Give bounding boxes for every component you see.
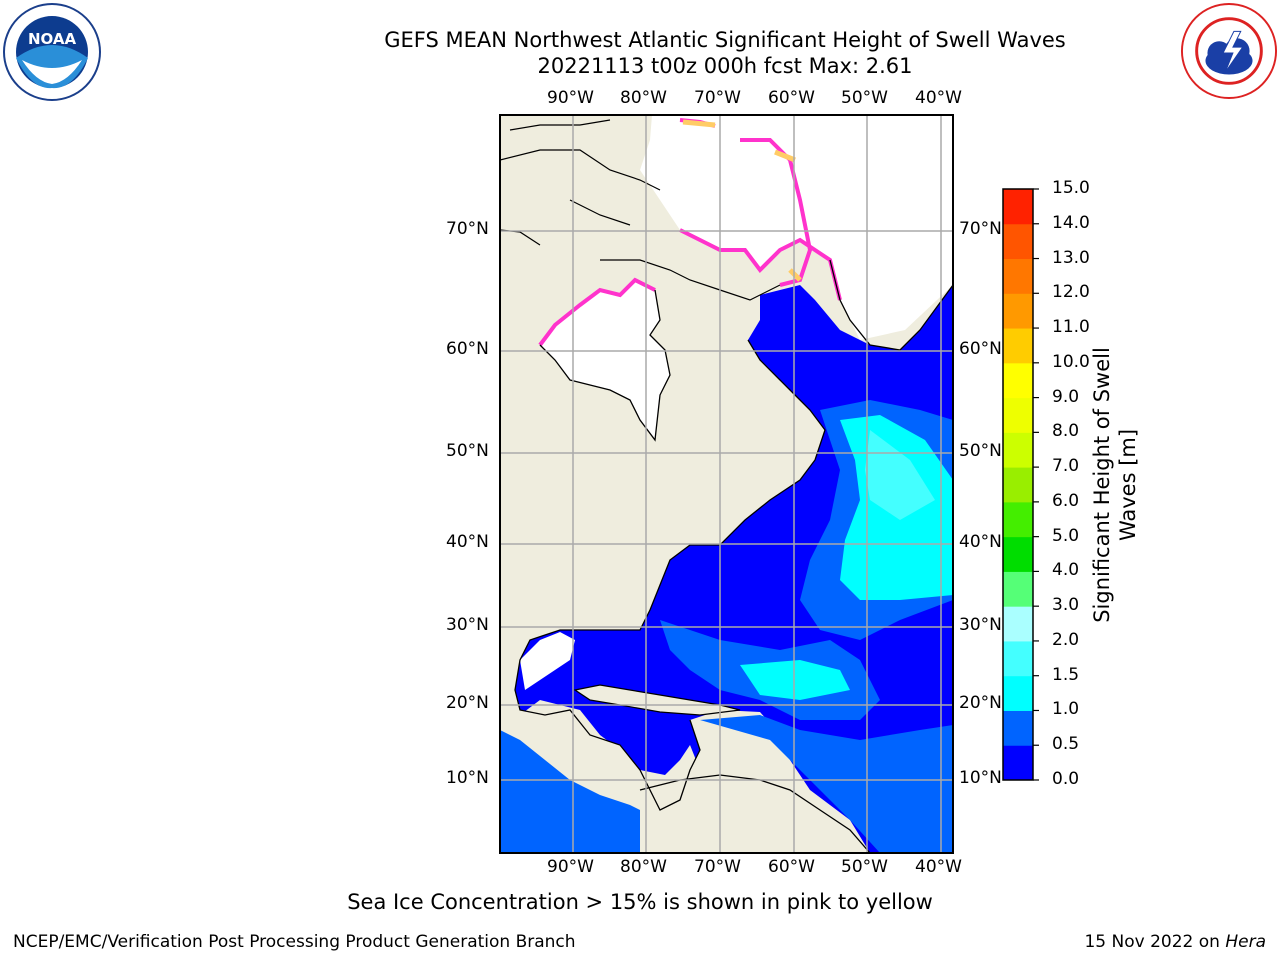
coastline-greenland <box>829 259 953 351</box>
colorbar-tick-label: 9.0 <box>1052 386 1080 407</box>
noaa-logo: NOAA <box>3 3 101 101</box>
colorbar-tick-label: 7.0 <box>1052 456 1080 477</box>
noaa-logo-text: NOAA <box>28 30 77 48</box>
arctic-ice <box>640 115 953 340</box>
lat-label-left-60n: 60°N <box>446 339 489 359</box>
chart-subtitle: 20221113 t00z 000h fcst Max: 2.61 <box>537 54 913 78</box>
colorbar <box>1003 188 1039 781</box>
lat-label-right-70n: 70°N <box>959 219 1002 239</box>
colorbar-title-line1: Significant Height of Swell <box>1090 347 1114 623</box>
lon-label-top-80w: 80°W <box>620 88 667 108</box>
map-area <box>500 115 953 853</box>
lon-label-top-50w: 50°W <box>841 88 888 108</box>
colorbar-tick-label: 2.0 <box>1052 629 1080 650</box>
footer-credit: NCEP/EMC/Verification Post Processing Pr… <box>13 932 576 952</box>
colorbar-tick-label: 1.5 <box>1052 664 1080 685</box>
lat-label-left-50n: 50°N <box>446 441 489 461</box>
colorbar-segment <box>1003 362 1033 399</box>
colorbar-segment <box>1003 293 1033 329</box>
colorbar-tick-label: 10.0 <box>1052 351 1090 372</box>
lat-label-left-40n: 40°N <box>446 532 489 552</box>
lat-label-right-40n: 40°N <box>959 532 1002 552</box>
colorbar-segment <box>1003 467 1033 503</box>
central-america <box>520 700 700 800</box>
lon-label-bottom-80w: 80°W <box>620 857 667 877</box>
colorbar-segment <box>1003 710 1033 746</box>
colorbar-tick-label: 8.0 <box>1052 421 1080 442</box>
lon-label-top-90w: 90°W <box>547 88 594 108</box>
caribbean-land <box>575 685 740 715</box>
colorbar-segment <box>1003 606 1033 642</box>
ice-caption: Sea Ice Concentration > 15% is shown in … <box>347 890 933 914</box>
map-gridlines <box>500 115 953 853</box>
colorbar-title-line2: Waves [m] <box>1116 428 1140 542</box>
colorbar-tick-label: 4.0 <box>1052 560 1080 581</box>
footer-date: 15 Nov 2022 on Hera <box>1084 932 1266 952</box>
lat-label-right-60n: 60°N <box>959 339 1002 359</box>
colorbar-tick-label: 1.0 <box>1052 699 1080 720</box>
colorbar-segment <box>1003 223 1033 260</box>
colorbar-segment <box>1003 675 1033 711</box>
swell-band-south <box>700 715 953 853</box>
sea-ice-yellow <box>682 119 802 282</box>
colorbar-segment <box>1003 397 1033 433</box>
colorbar-tick-label: 13.0 <box>1052 247 1090 268</box>
lon-label-bottom-70w: 70°W <box>694 857 741 877</box>
colorbar-tick-label: 0.0 <box>1052 769 1080 789</box>
lat-label-right-50n: 50°N <box>959 441 1002 461</box>
colorbar-segment <box>1003 432 1033 468</box>
sea-ice-edge <box>538 118 842 347</box>
lon-label-bottom-60w: 60°W <box>768 857 815 877</box>
footer-date-text: 15 Nov 2022 on <box>1084 932 1226 952</box>
colorbar-tick-label: 3.0 <box>1052 595 1080 616</box>
pacific <box>500 730 670 853</box>
lat-label-right-10n: 10°N <box>959 768 1002 788</box>
lat-label-left-10n: 10°N <box>446 768 489 788</box>
colorbar-segment <box>1003 571 1033 607</box>
lon-label-bottom-50w: 50°W <box>841 857 888 877</box>
colorbar-title: Significant Height of Swell Waves [m] <box>1089 347 1141 623</box>
lat-label-right-20n: 20°N <box>959 693 1002 713</box>
colorbar-segment <box>1003 640 1033 677</box>
coastline-arctic-islands <box>500 119 781 301</box>
gulf-patch <box>520 632 575 690</box>
coastline-south-america <box>639 774 871 853</box>
lat-label-left-70n: 70°N <box>446 219 489 239</box>
colorbar-tick-label: 11.0 <box>1052 317 1090 338</box>
colorbar-segment <box>1003 501 1033 538</box>
lat-label-right-30n: 30°N <box>959 615 1002 635</box>
south-america <box>640 775 870 853</box>
nws-logo <box>1180 2 1278 100</box>
colorbar-segment <box>1003 328 1033 364</box>
colorbar-tick-label: 15.0 <box>1052 178 1090 198</box>
colorbar-tick-label: 5.0 <box>1052 525 1080 546</box>
colorbar-segment <box>1003 258 1033 294</box>
colorbar-tick-label: 6.0 <box>1052 490 1080 511</box>
coastline-caribbean <box>573 684 741 716</box>
colorbar-segment <box>1003 189 1033 225</box>
lon-label-top-40w: 40°W <box>915 88 962 108</box>
colorbar-segment <box>1003 536 1033 572</box>
colorbar-segment <box>1003 745 1033 781</box>
lat-label-left-20n: 20°N <box>446 693 489 713</box>
map-frame <box>499 114 954 854</box>
colorbar-tick-label: 12.0 <box>1052 282 1090 303</box>
lon-label-top-70w: 70°W <box>694 88 741 108</box>
colorbar-tick-label: 14.0 <box>1052 212 1090 233</box>
lon-label-bottom-40w: 40°W <box>915 857 962 877</box>
swell-band-cyan-2 <box>740 660 850 700</box>
chart-title: GEFS MEAN Northwest Atlantic Significant… <box>384 28 1066 52</box>
lon-label-top-60w: 60°W <box>768 88 815 108</box>
lon-label-bottom-90w: 90°W <box>547 857 594 877</box>
lat-label-left-30n: 30°N <box>446 615 489 635</box>
colorbar-tick-label: 0.5 <box>1052 734 1080 755</box>
footer-host: Hera <box>1225 932 1266 952</box>
colorbar-frame <box>1002 188 1034 781</box>
